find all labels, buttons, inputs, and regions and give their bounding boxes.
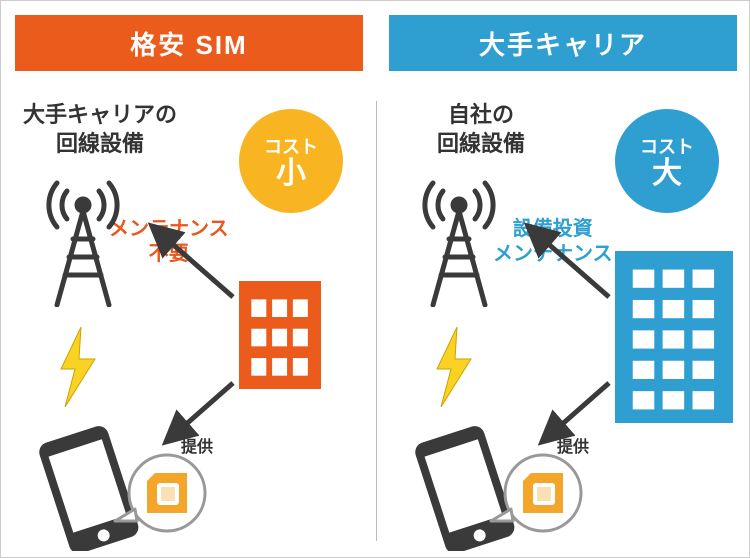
left-header-text: 格安 SIM: [130, 25, 247, 62]
lightning-icon: [55, 327, 99, 407]
right-cost-top: コスト: [640, 133, 694, 159]
building-icon: [615, 251, 733, 423]
right-header-text: 大手キャリア: [479, 25, 647, 62]
right-maint-line2: メンテナンス: [493, 242, 613, 267]
right-cost-badge: コスト 大: [615, 109, 719, 213]
diagram-canvas: 格安 SIM 大手キャリア 大手キャリアの 回線設備 自社の 回線設備 コスト …: [0, 0, 750, 558]
left-provide-label: 提供: [181, 433, 213, 457]
lightning-icon: [431, 327, 475, 407]
vertical-divider: [376, 101, 377, 541]
right-maintenance-label: 設備投資 メンテナンス: [493, 217, 613, 267]
left-header: 格安 SIM: [15, 15, 363, 71]
left-equipment-line2: 回線設備: [23, 130, 177, 159]
right-equipment-label: 自社の 回線設備: [437, 101, 525, 158]
left-cost-bot: 小: [276, 159, 306, 189]
left-equipment-line1: 大手キャリアの: [23, 101, 177, 130]
right-header: 大手キャリア: [389, 15, 737, 71]
left-equipment-label: 大手キャリアの 回線設備: [23, 101, 177, 158]
right-equipment-line2: 回線設備: [437, 130, 525, 159]
left-cost-badge: コスト 小: [239, 109, 343, 213]
right-equipment-line1: 自社の: [437, 101, 525, 130]
building-icon: [239, 281, 321, 389]
right-maint-line1: 設備投資: [493, 217, 613, 242]
right-provide-label: 提供: [557, 433, 589, 457]
left-cost-top: コスト: [264, 133, 318, 159]
right-cost-bot: 大: [652, 159, 682, 189]
tower-icon: [37, 167, 129, 307]
tower-icon: [413, 167, 505, 307]
